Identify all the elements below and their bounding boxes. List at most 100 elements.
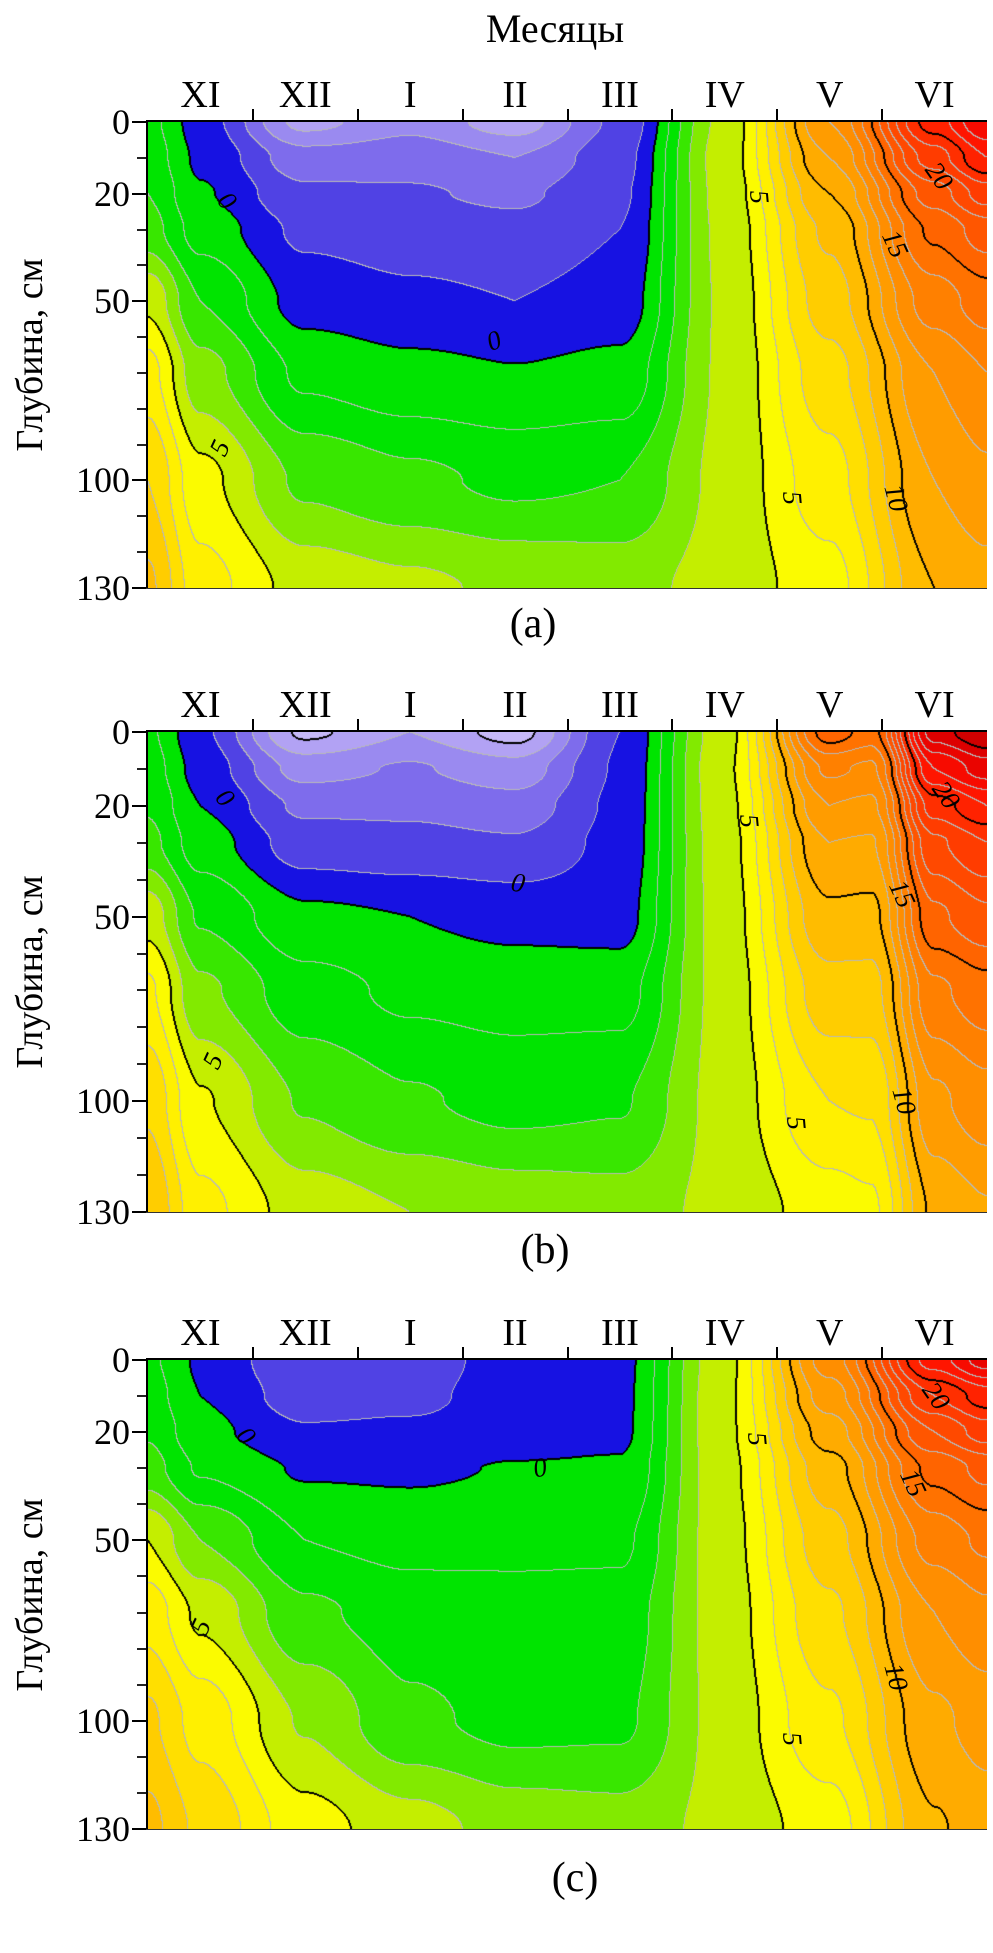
depth-tick-label: 50 <box>94 281 130 322</box>
month-label-XII: XII <box>278 1312 332 1354</box>
month-tick <box>566 1347 569 1358</box>
month-label-XII: XII <box>278 684 332 726</box>
month-tick <box>671 719 674 730</box>
month-label-IV: IV <box>704 1312 745 1354</box>
chart-title: Месяцы <box>485 6 625 51</box>
depth-tick-label: 50 <box>94 896 130 937</box>
depth-tick-minor <box>137 228 146 231</box>
depth-tick-major <box>132 121 146 123</box>
depth-tick-minor <box>137 1755 146 1758</box>
month-tick <box>566 109 569 120</box>
caption-b: (b) <box>520 1227 570 1273</box>
depth-tick-major <box>132 300 146 303</box>
month-tick <box>356 109 359 120</box>
month-tick <box>671 1347 674 1358</box>
month-tick <box>881 1347 884 1358</box>
month-tick <box>881 719 884 730</box>
depth-tick-minor <box>137 156 146 159</box>
depth-tick-minor <box>137 952 146 955</box>
depth-tick-label: 0 <box>112 1340 130 1380</box>
plot-left-axis <box>146 1358 148 1830</box>
month-label-III: III <box>600 74 639 116</box>
y-axis-label: Глубина, см <box>9 1497 51 1692</box>
month-label-III: III <box>600 684 639 726</box>
caption-a: (a) <box>509 601 557 647</box>
depth-tick-minor <box>137 989 146 992</box>
contour-level-label: 5 <box>733 812 765 829</box>
depth-tick-minor <box>137 1791 146 1794</box>
month-tick <box>251 719 254 730</box>
month-tick <box>671 109 674 120</box>
month-label-V: V <box>815 1312 844 1354</box>
month-tick <box>566 719 569 730</box>
plot-bottom-axis <box>146 588 987 589</box>
depth-tick-major <box>132 731 146 733</box>
month-label-II: II <box>502 74 528 116</box>
depth-tick-minor <box>137 1503 146 1506</box>
plot-top-axis <box>146 120 987 122</box>
depth-tick-label: 20 <box>94 173 130 214</box>
depth-tick-label: 0 <box>112 102 130 142</box>
depth-tick-major <box>132 1359 146 1361</box>
plot-bottom-axis <box>146 1212 987 1213</box>
depth-tick-minor <box>137 1467 146 1470</box>
month-label-XI: XI <box>180 1312 221 1354</box>
caption-c: (c) <box>551 1855 599 1901</box>
plot-bottom-axis <box>146 1829 987 1830</box>
depth-tick-major <box>132 1100 146 1103</box>
month-tick <box>461 109 464 120</box>
depth-tick-minor <box>137 515 146 518</box>
month-label-XI: XI <box>180 74 221 116</box>
depth-tick-label: 100 <box>76 460 130 501</box>
month-label-IV: IV <box>704 74 745 116</box>
plot-left-axis <box>146 120 148 589</box>
month-tick <box>461 719 464 730</box>
depth-tick-label: 0 <box>112 712 130 752</box>
depth-tick-major <box>132 1719 146 1722</box>
depth-tick-minor <box>137 767 146 770</box>
month-label-III: III <box>600 1312 639 1354</box>
depth-tick-minor <box>137 1683 146 1686</box>
month-tick <box>251 109 254 120</box>
month-label-VI: VI <box>914 74 955 116</box>
month-label-IV: IV <box>704 684 745 726</box>
month-tick <box>356 719 359 730</box>
depth-tick-minor <box>137 407 146 410</box>
depth-tick-minor <box>137 371 146 374</box>
depth-tick-major <box>132 479 146 482</box>
depth-tick-minor <box>137 878 146 881</box>
depth-tick-minor <box>137 1174 146 1177</box>
depth-tick-major <box>132 587 146 589</box>
depth-tick-label: 20 <box>94 785 130 826</box>
month-tick <box>776 719 779 730</box>
contour-plot-b <box>148 732 987 1212</box>
contour-level-label: 5 <box>781 1115 813 1132</box>
month-tick <box>776 109 779 120</box>
depth-tick-minor <box>137 1647 146 1650</box>
depth-tick-minor <box>137 1575 146 1578</box>
contour-plot-c <box>148 1360 987 1829</box>
month-label-II: II <box>502 684 528 726</box>
depth-tick-label: 50 <box>94 1520 130 1561</box>
depth-tick-major <box>132 1828 146 1830</box>
month-label-VI: VI <box>914 684 955 726</box>
depth-tick-label: 100 <box>76 1081 130 1122</box>
plot-top-axis <box>146 730 987 732</box>
depth-tick-minor <box>137 443 146 446</box>
depth-tick-minor <box>137 1137 146 1140</box>
depth-tick-minor <box>137 1063 146 1066</box>
depth-tick-major <box>132 192 146 195</box>
depth-tick-minor <box>137 551 146 554</box>
month-tick <box>356 1347 359 1358</box>
depth-tick-major <box>132 804 146 807</box>
month-label-I: I <box>403 684 417 726</box>
month-tick <box>251 1347 254 1358</box>
depth-tick-major <box>132 1539 146 1542</box>
depth-tick-major <box>132 1431 146 1434</box>
y-axis-label: Глубина, см <box>9 875 51 1069</box>
month-label-II: II <box>502 1312 528 1354</box>
depth-tick-minor <box>137 1026 146 1029</box>
depth-tick-major <box>132 915 146 918</box>
month-label-XII: XII <box>278 74 332 116</box>
